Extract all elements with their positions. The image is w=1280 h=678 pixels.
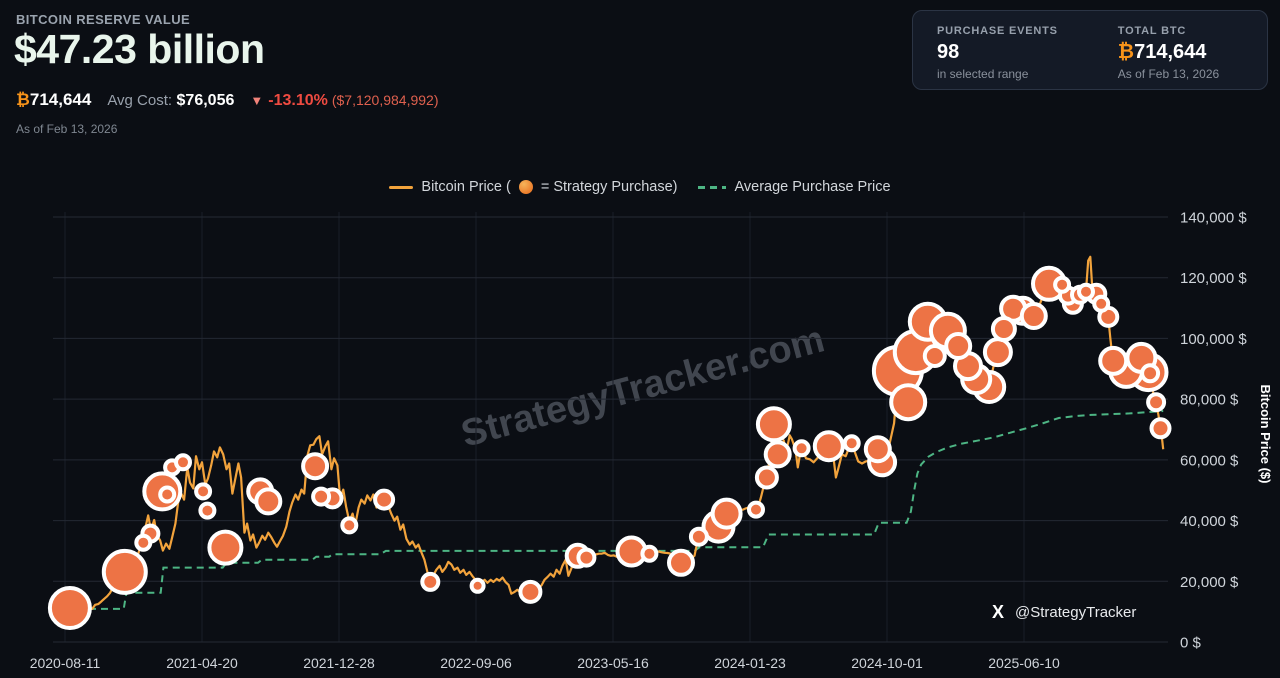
purchase-bubble[interactable] [158,485,177,504]
purchase-bubble[interactable] [1019,302,1048,330]
purchase-bubble[interactable] [340,516,359,535]
purchase-bubble[interactable] [174,453,192,472]
purchase-bubble[interactable] [311,486,332,507]
purchase-bubble[interactable] [301,452,330,481]
y-axis-tick-label: 120,000 $ [1180,270,1247,287]
x-axis-tick-label: 2024-10-01 [851,655,923,671]
purchase-events-stat: PURCHASE EVENTS 98 in selected range [937,25,1058,81]
purchase-bubble[interactable] [101,548,148,595]
as-of-date: As of Feb 13, 2026 [16,122,118,136]
change: ▼ -13.10% ($7,120,984,992) [250,92,438,110]
purchase-bubble[interactable] [944,332,973,360]
change-percent: -13.10% [268,92,328,109]
avg-cost-value: $76,056 [176,92,235,109]
y-axis-tick-label: 80,000 $ [1180,392,1239,409]
x-axis-tick-label: 2020-08-11 [30,655,101,671]
y-axis-tick-label: 140,000 $ [1180,210,1247,227]
legend-price-prefix: Bitcoin Price ( [421,179,511,195]
price-line-swatch-icon [389,185,414,189]
y-axis-tick-label: 40,000 $ [1180,513,1239,530]
average-price-line [64,410,1164,610]
y-axis-tick-label: 0 $ [1180,635,1202,652]
purchase-bubble[interactable] [134,533,153,552]
purchase-bubble[interactable] [518,579,543,604]
total-btc-sub: As of Feb 13, 2026 [1117,67,1220,81]
x-logo-icon: X [992,602,1005,622]
change-absolute: ($7,120,984,992) [331,92,439,108]
purchase-bubble[interactable] [889,383,928,422]
purchase-bubble[interactable] [747,500,765,519]
summary-card: PURCHASE EVENTS 98 in selected range TOT… [912,10,1268,90]
purchase-events-sub: in selected range [937,67,1029,81]
purchase-bubble[interactable] [254,487,283,516]
purchase-bubble[interactable] [373,488,396,511]
purchase-events-value: 98 [937,41,960,63]
x-axis-tick-label: 2021-04-20 [166,655,238,671]
x-axis-tick-label: 2024-01-23 [714,655,786,671]
purchase-bubble[interactable] [755,406,792,443]
total-btc-value: ₿714,644 [1118,41,1219,64]
page-title: BITCOIN RESERVE VALUE [16,12,191,27]
btc-amount: 714,644 [29,90,92,109]
purchase-bubble[interactable] [812,430,845,463]
purchase-bubble[interactable] [576,547,597,568]
purchase-events-label: PURCHASE EVENTS [937,25,1058,37]
avg-line-swatch-icon [698,185,727,189]
y-axis-tick-label: 100,000 $ [1180,331,1247,348]
x-axis-tick-label: 2022-09-06 [440,655,512,671]
purchase-bubble[interactable] [1140,363,1161,384]
y-axis-title: Bitcoin Price ($) [1258,385,1273,484]
purchase-bubble[interactable] [1077,282,1095,301]
purchase-bubble[interactable] [863,435,892,464]
purchase-bubble[interactable] [982,337,1013,368]
reserve-value: $47.23 billion [14,26,265,72]
total-btc-amount: 714,644 [1134,41,1207,63]
y-axis-tick-label: 20,000 $ [1180,574,1239,591]
purchase-bubble[interactable] [922,344,947,368]
stats-row: ₿714,644 Avg Cost: $76,056 ▼ -13.10% ($7,1… [16,90,438,110]
avg-cost-label: Avg Cost: [107,92,173,109]
x-axis-tick-label: 2021-12-28 [303,655,375,671]
purchase-bubble[interactable] [990,316,1017,342]
chart-legend: Bitcoin Price ( = Strategy Purchase) Ave… [0,179,1280,195]
legend-avg-label: Average Purchase Price [734,179,891,195]
purchase-bubble[interactable] [194,482,213,501]
x-axis-tick-label: 2025-06-10 [988,655,1060,671]
total-btc-stat: TOTAL BTC ₿714,644 As of Feb 13, 2026 [1117,25,1219,81]
purchase-bubble[interactable] [688,526,709,547]
purchase-bubble[interactable] [842,434,861,453]
purchase-bubble[interactable] [710,497,743,530]
purchase-bubble[interactable] [1149,417,1172,440]
down-triangle-icon: ▼ [250,93,264,108]
purchase-bubble[interactable] [1092,294,1111,313]
purchase-bubble[interactable] [667,548,695,577]
y-axis-tick-label: 60,000 $ [1180,452,1239,469]
purchase-dot-icon [518,180,533,194]
avg-cost: Avg Cost: $76,056 [107,92,234,110]
purchase-bubble[interactable] [47,586,92,630]
purchase-bubble[interactable] [207,529,244,566]
attribution: X @StrategyTracker [992,602,1136,623]
purchase-bubble[interactable] [198,501,217,520]
purchase-bubble[interactable] [754,465,779,490]
legend-bitcoin-price[interactable]: Bitcoin Price ( = Strategy Purchase) [389,179,677,195]
x-handle: @StrategyTracker [1015,604,1137,621]
btc-symbol-icon: ₿ [16,90,30,109]
purchase-bubble[interactable] [763,440,792,469]
btc-holdings: ₿714,644 [16,90,91,110]
purchase-bubble[interactable] [1098,345,1129,376]
x-axis-tick-label: 2023-05-16 [577,655,649,671]
legend-average-price[interactable]: Average Purchase Price [698,179,891,195]
purchase-bubble[interactable] [640,544,659,563]
btc-symbol-icon: ₿ [1117,41,1135,63]
purchase-bubble[interactable] [1146,392,1167,413]
purchase-bubble[interactable] [469,577,486,594]
legend-price-suffix: = Strategy Purchase) [540,179,678,195]
total-btc-label: TOTAL BTC [1117,25,1187,37]
purchase-bubble[interactable] [792,439,811,458]
purchase-bubble[interactable] [1053,275,1072,294]
purchase-bubble[interactable] [420,571,441,592]
